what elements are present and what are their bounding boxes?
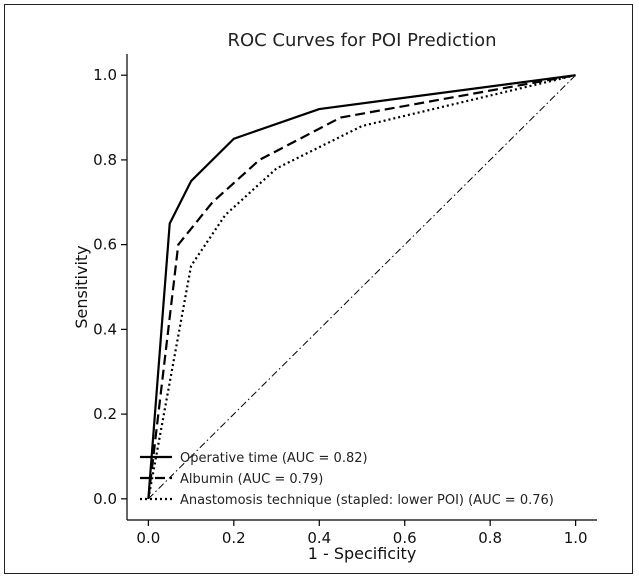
x-tick-label: 0.8	[478, 529, 502, 547]
y-tick-label: 0.8	[93, 151, 117, 169]
y-tick-label: 1.0	[93, 66, 117, 84]
x-axis-title: 1 - Specificity	[308, 544, 417, 563]
series-line-2	[147, 74, 576, 499]
x-tick-label: 1.0	[564, 529, 588, 547]
axes: 0.0 0.2 0.4 0.6 0.8 1.0 0.0 0.2 0.4 0.6 0.8 1.0	[93, 54, 597, 547]
figure-frame	[4, 4, 633, 574]
legend: Operative time (AUC = 0.82) Albumin (AUC …	[140, 451, 554, 508]
x-tick-label: 0.2	[222, 529, 246, 547]
legend-label-2: Albumin (AUC = 0.79)	[180, 472, 323, 487]
plot-area	[147, 74, 576, 500]
y-tick-label: 0.4	[93, 320, 117, 338]
reference-diagonal-line	[148, 74, 576, 500]
x-tick-label: 0.4	[307, 529, 331, 547]
x-tick-label: 0.0	[136, 529, 160, 547]
y-axis-title: Sensitivity	[72, 245, 91, 328]
legend-label-3: Anastomosis technique (stapled: lower PO…	[180, 493, 554, 508]
series-line-1	[147, 74, 576, 499]
y-tick-label: 0.6	[93, 236, 117, 254]
x-tick-label: 0.6	[393, 529, 417, 547]
y-tick-label: 0.2	[93, 405, 117, 423]
chart-title: ROC Curves for POI Prediction	[227, 30, 496, 51]
y-tick-label: 0.0	[93, 490, 117, 508]
legend-label-1: Operative time (AUC = 0.82)	[180, 451, 368, 466]
